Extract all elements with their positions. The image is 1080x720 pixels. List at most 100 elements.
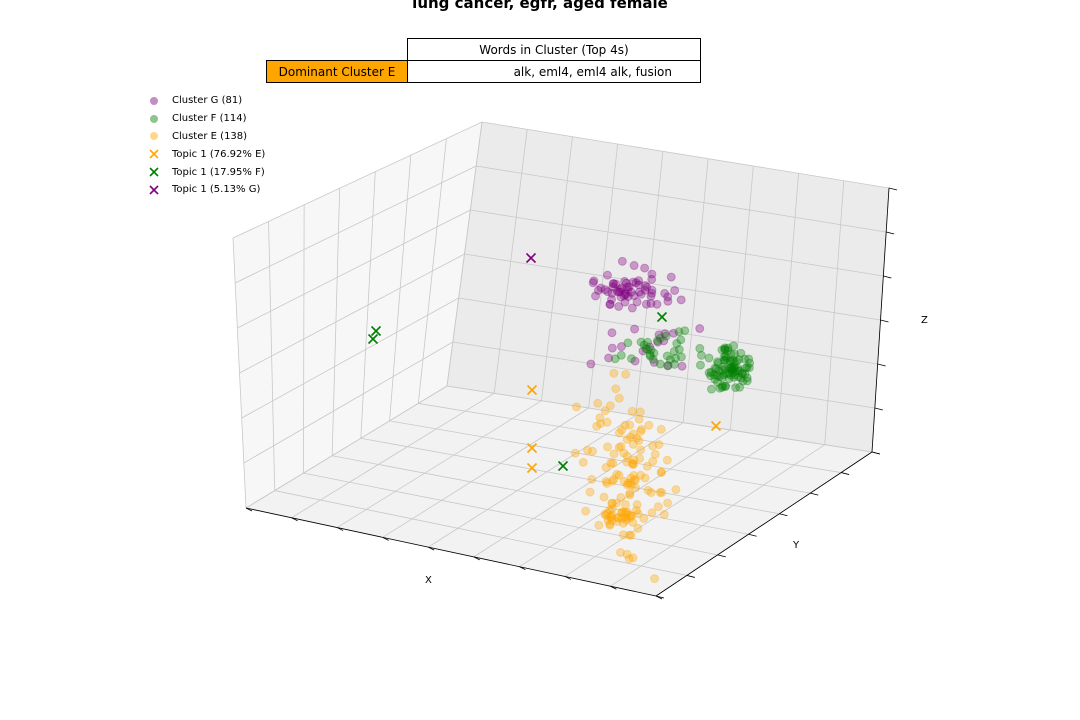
cluster-g-point bbox=[596, 283, 606, 293]
cluster-e-point bbox=[605, 519, 615, 529]
cluster-e-point bbox=[601, 476, 611, 486]
cluster-g-point bbox=[609, 279, 619, 289]
topic-marker-e bbox=[526, 462, 538, 474]
cluster-e-point bbox=[578, 457, 588, 467]
cluster-e-point bbox=[613, 513, 623, 523]
cluster-e-point bbox=[627, 406, 637, 416]
cluster-e-point bbox=[621, 500, 631, 510]
cluster-f-point bbox=[724, 374, 734, 384]
cluster-g-point bbox=[607, 295, 617, 305]
cluster-e-point bbox=[636, 426, 646, 436]
cluster-f-point bbox=[734, 355, 744, 365]
cluster-f-point bbox=[729, 372, 739, 382]
cluster-e-point bbox=[601, 463, 611, 473]
cluster-e-point bbox=[602, 508, 612, 518]
cluster-e-point bbox=[615, 547, 625, 557]
cluster-f-point bbox=[728, 364, 738, 374]
cluster-e-point bbox=[633, 523, 643, 533]
cluster-f-point bbox=[706, 367, 716, 377]
cluster-e-point bbox=[648, 456, 658, 466]
cluster-e-point bbox=[624, 554, 634, 564]
cluster-e-point bbox=[659, 510, 669, 520]
cluster-e-point bbox=[619, 507, 629, 517]
cluster-g-point bbox=[624, 282, 634, 292]
cluster-e-point bbox=[581, 506, 591, 516]
cluster-e-point bbox=[609, 449, 619, 459]
y-tick bbox=[686, 575, 695, 578]
cluster-f-point bbox=[696, 350, 706, 360]
cluster-e-point bbox=[653, 502, 663, 512]
legend-x-marker bbox=[149, 185, 159, 195]
cluster-e-point bbox=[632, 433, 642, 443]
cluster-e-point bbox=[617, 425, 627, 435]
topic-marker-f bbox=[656, 311, 668, 323]
cluster-f-point bbox=[742, 373, 752, 383]
cluster-f-point bbox=[730, 367, 740, 377]
cluster-f-point bbox=[642, 344, 652, 354]
cluster-g-point bbox=[614, 301, 624, 311]
cluster-e-point bbox=[624, 530, 634, 540]
legend-item: Cluster E (138) bbox=[146, 128, 265, 146]
cluster-e-point bbox=[663, 498, 673, 508]
cluster-g-point bbox=[646, 291, 656, 301]
cluster-f-point bbox=[744, 354, 754, 364]
cluster-e-point bbox=[634, 414, 644, 424]
legend: Cluster G (81) Cluster F (114) Cluster E (… bbox=[146, 92, 265, 199]
x-tick bbox=[291, 517, 298, 522]
cluster-g-point bbox=[659, 336, 669, 346]
cluster-f-point bbox=[729, 363, 739, 373]
cluster-e-point bbox=[655, 487, 665, 497]
cluster-e-point bbox=[609, 474, 619, 484]
cluster-g-point bbox=[627, 303, 637, 313]
cluster-f-point bbox=[742, 376, 752, 386]
cluster-f-point bbox=[724, 368, 734, 378]
grid-line bbox=[610, 444, 825, 587]
cluster-g-point bbox=[670, 285, 680, 295]
cluster-g-point bbox=[600, 285, 610, 295]
cluster-g-point bbox=[603, 270, 613, 280]
legend-circle-marker bbox=[150, 96, 158, 105]
cluster-f-point bbox=[728, 355, 738, 365]
cluster-f-point bbox=[674, 345, 684, 355]
cluster-f-point bbox=[704, 368, 714, 378]
cluster-e-point bbox=[628, 517, 638, 527]
cluster-e-point bbox=[636, 470, 646, 480]
cluster-g-point bbox=[623, 292, 633, 302]
cluster-e-point bbox=[602, 478, 612, 488]
y-axis-line bbox=[655, 451, 873, 597]
cluster-f-point bbox=[728, 341, 738, 351]
cluster-f-point bbox=[726, 365, 736, 375]
cluster-g-point bbox=[586, 359, 596, 369]
cluster-g-point bbox=[677, 361, 687, 371]
cluster-e-point bbox=[620, 420, 630, 430]
legend-item: Topic 1 (76.92% E) bbox=[146, 145, 265, 163]
cluster-e-point bbox=[623, 478, 633, 488]
cluster-g-point bbox=[666, 272, 676, 282]
x-tick bbox=[336, 527, 344, 531]
legend-label: Cluster G (81) bbox=[172, 95, 243, 107]
cluster-g-point bbox=[604, 353, 614, 363]
legend-item: Topic 1 (5.13% G) bbox=[146, 181, 265, 199]
cluster-e-point bbox=[617, 513, 627, 523]
topic-marker-f bbox=[367, 333, 379, 345]
cluster-g-point bbox=[663, 292, 673, 302]
cluster-f-point bbox=[723, 343, 733, 353]
legend-label: Topic 1 (17.95% F) bbox=[172, 166, 265, 178]
cluster-g-point bbox=[647, 288, 657, 298]
cluster-e-point bbox=[621, 515, 631, 525]
cluster-e-point bbox=[612, 469, 622, 479]
cluster-g-point bbox=[641, 299, 651, 309]
cluster-f-point bbox=[724, 363, 734, 373]
cluster-f-point bbox=[726, 362, 736, 372]
cluster-f-point bbox=[717, 345, 727, 355]
cluster-e-point bbox=[657, 467, 667, 477]
cluster-f-point bbox=[652, 336, 662, 346]
cluster-f-point bbox=[730, 370, 740, 380]
cluster-e-point bbox=[600, 406, 610, 416]
cluster-g-point bbox=[620, 276, 630, 286]
y-tick bbox=[841, 472, 850, 475]
cluster-e-point bbox=[614, 428, 624, 438]
cluster-f-point bbox=[733, 366, 743, 376]
back-pane bbox=[447, 122, 889, 452]
cluster-f-point bbox=[740, 369, 750, 379]
